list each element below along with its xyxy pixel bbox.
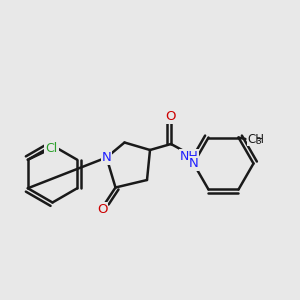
- Text: Cl: Cl: [45, 142, 58, 155]
- Text: O: O: [97, 202, 107, 216]
- Text: O: O: [166, 110, 176, 123]
- Text: CH: CH: [248, 133, 265, 146]
- Text: N: N: [102, 151, 111, 164]
- Text: 3: 3: [255, 137, 261, 146]
- Text: NH: NH: [180, 149, 198, 163]
- Text: N: N: [189, 157, 198, 170]
